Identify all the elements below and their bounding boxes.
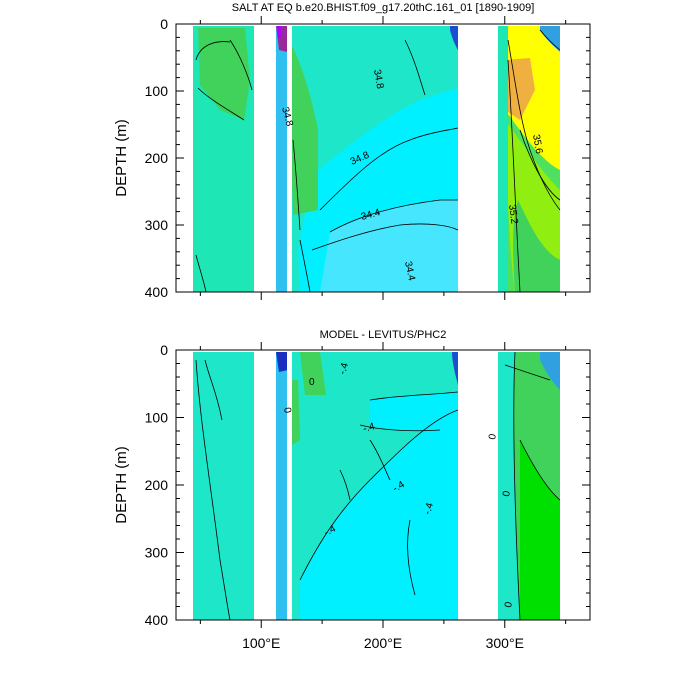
top-contour-label: 34.8	[279, 106, 295, 128]
top-indian-contour	[195, 39, 253, 121]
top-pacific-west-green	[289, 40, 318, 215]
bottom-pacific-west-strip	[276, 352, 289, 620]
bottom-contour-label: -.4	[337, 361, 351, 376]
y-tick-label: 100	[145, 83, 169, 99]
bottom-contour-labels: 0 -.4 0 -.4 -.4 -.4 -.4 0 0 0	[281, 361, 515, 608]
top-atlantic-west-strip	[498, 26, 508, 292]
top-contour-label: 35.2	[506, 204, 520, 225]
bottom-panel: MODEL - LEVITUS/PHC2	[113, 329, 591, 651]
bottom-x-tick-labels: 100°E 200°E 300°E	[242, 635, 524, 651]
top-contour-label: 34.4	[402, 260, 417, 282]
y-tick-label: 0	[160, 16, 168, 32]
bottom-contour-label: 0	[501, 490, 513, 498]
bottom-indian-fill	[193, 352, 254, 620]
top-axis-ticks	[176, 16, 590, 300]
bottom-atlantic-positive	[520, 440, 560, 620]
top-contour-labels: 34.8 34.8 34.8 34.4 34.4 35.6 35.2	[279, 69, 544, 282]
top-panel: SALT AT EQ b.e20.BHIST.f09_g17.20thC.161…	[113, 2, 591, 300]
bottom-contour-label: 0	[309, 377, 315, 388]
bottom-pacific-negative	[300, 410, 458, 620]
top-contour-label: 34.4	[360, 207, 382, 223]
bottom-contour-label: 0	[281, 407, 293, 415]
top-atlantic-deep	[513, 200, 560, 292]
x-tick-label: 300°E	[486, 635, 524, 651]
x-tick-label: 100°E	[242, 635, 280, 651]
top-pacific-fresh-patch	[320, 200, 458, 292]
bottom-atlantic-west-strip	[498, 352, 520, 620]
top-contour-label: 35.6	[530, 134, 544, 156]
y-tick-label: 200	[145, 477, 169, 493]
top-y-tick-labels: 0 100 200 300 400	[145, 16, 169, 300]
y-tick-label: 400	[145, 284, 169, 300]
y-tick-label: 400	[145, 612, 169, 628]
bottom-axis-ticks	[176, 342, 590, 628]
top-pacific-west-strip	[276, 26, 289, 292]
bottom-contour-label: 0	[487, 433, 499, 441]
bottom-y-axis-label: DEPTH (m)	[113, 446, 130, 524]
bottom-contour-label: -.4	[391, 479, 407, 495]
bottom-chart-title: MODEL - LEVITUS/PHC2	[320, 329, 447, 341]
y-tick-label: 0	[160, 342, 168, 358]
y-tick-label: 100	[145, 410, 169, 426]
y-tick-label: 300	[145, 217, 169, 233]
bottom-y-tick-labels: 0 100 200 300 400	[145, 342, 169, 628]
bottom-contour-label: 0	[503, 601, 515, 609]
x-tick-label: 200°E	[364, 635, 402, 651]
top-y-axis-label: DEPTH (m)	[113, 119, 130, 197]
y-tick-label: 200	[145, 150, 169, 166]
top-atlantic-core	[505, 58, 535, 120]
top-chart-title: SALT AT EQ b.e20.BHIST.f09_g17.20thC.161…	[232, 2, 535, 14]
top-contour-label: 34.8	[371, 69, 385, 91]
bottom-contour-label: -.4	[362, 421, 377, 435]
bottom-contour-label: -.4	[322, 523, 338, 538]
bottom-filled-contours	[193, 351, 561, 620]
top-filled-contours	[193, 26, 561, 292]
y-tick-label: 300	[145, 545, 169, 561]
bottom-contour-label: -.4	[422, 501, 436, 516]
